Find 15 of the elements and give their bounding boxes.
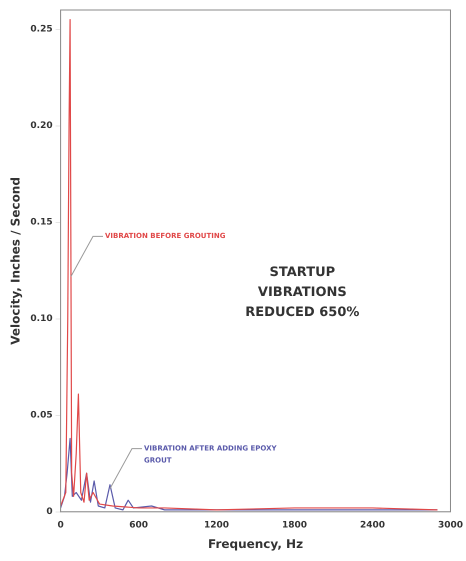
annotation: STARTUP VIBRATIONS REDUCED 650% (245, 264, 360, 320)
x-tick-label: 2400 (360, 520, 386, 531)
x-tick-label: 1200 (204, 520, 230, 531)
x-tick-label: 600 (129, 520, 148, 531)
x-tick-label: 3000 (438, 520, 464, 531)
x-tick-label: 1800 (282, 520, 308, 531)
y-tick-label: 0.05 (30, 410, 53, 421)
y-axis-title: Velocity, Inches / Second (8, 177, 22, 345)
x-axis-title: Frequency, Hz (208, 536, 304, 551)
y-tick-label: 0.20 (30, 121, 53, 132)
y-tick-label: 0.25 (30, 24, 53, 35)
y-tick-label: 0.10 (30, 314, 53, 324)
y-tick-label: 0.15 (30, 218, 53, 228)
x-tick-label: 0 (57, 520, 64, 531)
y-tick-label: 0 (46, 507, 53, 518)
